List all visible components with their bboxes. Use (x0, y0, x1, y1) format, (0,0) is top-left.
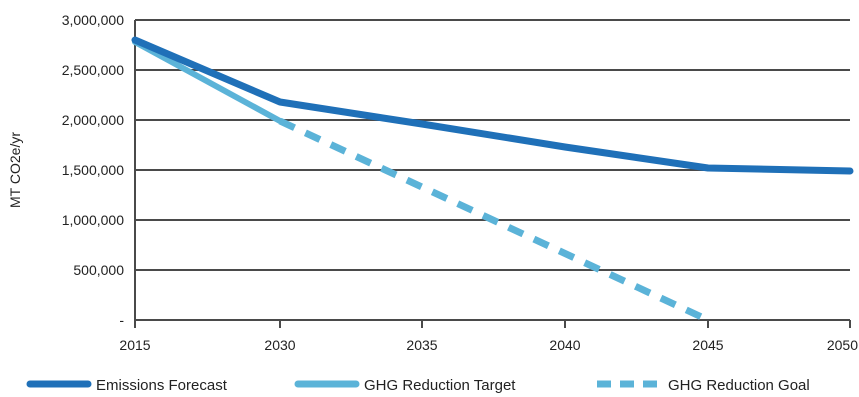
legend-item: GHG Reduction Target (294, 377, 516, 394)
y-tick-labels: - 500,000 1,000,000 1,500,000 2,000,000 2,500… (62, 12, 125, 328)
y-tick-label: 500,000 (73, 262, 124, 278)
y-tick-label: 2,000,000 (62, 112, 124, 128)
series-line-emissions-forecast (131, 36, 854, 175)
y-axis-label: MT CO2e/yr (7, 132, 23, 208)
y-tick-label: 1,000,000 (62, 212, 124, 228)
legend-item: Emissions Forecast (26, 377, 228, 394)
legend-label: Emissions Forecast (96, 377, 228, 394)
series-line-ghg-reduction-target (132, 39, 283, 124)
y-tick-label: 3,000,000 (62, 12, 124, 28)
legend-item: GHG Reduction Goal (597, 377, 810, 394)
x-tick-labels: 2015 2030 2035 2040 2045 2050 (119, 337, 858, 353)
y-tick-label: 2,500,000 (62, 62, 124, 78)
axes (134, 20, 851, 328)
x-tick-label: 2015 (119, 337, 150, 353)
data-series (131, 36, 854, 324)
x-tick-label: 2040 (549, 337, 580, 353)
x-tick-label: 2035 (406, 337, 437, 353)
y-tick-label: 1,500,000 (62, 162, 124, 178)
x-tick-label: 2030 (264, 337, 295, 353)
gridlines (135, 19, 850, 271)
x-tick-label: 2045 (692, 337, 723, 353)
series-line-ghg-reduction-goal (278, 117, 710, 324)
legend-label: GHG Reduction Target (364, 377, 516, 394)
x-tick-label: 2050 (827, 337, 858, 353)
legend-label: GHG Reduction Goal (668, 377, 810, 394)
y-tick-label: - (119, 312, 124, 328)
legend: Emissions Forecast GHG Reduction Target GH… (26, 377, 810, 394)
